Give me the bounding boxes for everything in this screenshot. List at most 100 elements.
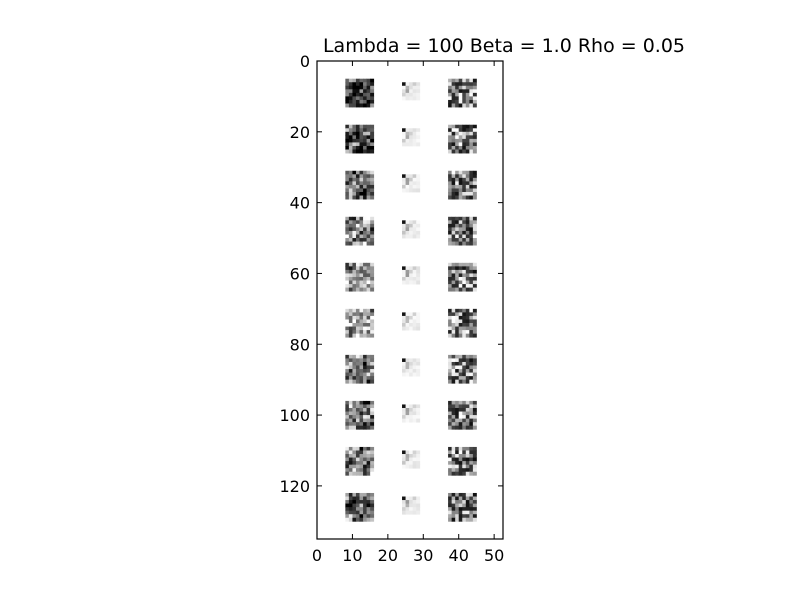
patch-pixel <box>409 454 414 458</box>
patch-pixel <box>469 142 474 147</box>
patch-pixel <box>348 276 353 281</box>
patch-pixel <box>405 227 410 232</box>
patch-pixel <box>455 457 460 462</box>
patch-pixel <box>366 273 371 278</box>
patch-pixel <box>412 500 417 504</box>
patch-pixel <box>458 461 463 466</box>
patch-pixel <box>402 227 406 232</box>
patch-pixel <box>458 177 463 182</box>
patch-pixel <box>465 369 470 373</box>
patch-pixel <box>448 517 453 522</box>
patch-pixel <box>366 415 371 420</box>
patch-pixel <box>465 376 470 381</box>
patch-pixel <box>455 131 460 136</box>
patch-pixel <box>469 312 474 317</box>
patch-pixel <box>363 514 367 519</box>
patch-pixel <box>355 400 360 405</box>
patch-pixel <box>472 241 477 246</box>
patch-pixel <box>416 404 421 409</box>
patch-pixel <box>402 135 406 140</box>
patch-pixel <box>352 354 357 359</box>
patch-pixel <box>359 471 364 476</box>
patch-pixel <box>412 184 417 189</box>
patch-pixel <box>405 138 410 143</box>
patch-pixel <box>345 446 350 451</box>
patch-pixel <box>465 174 470 179</box>
patch-pixel <box>402 223 406 228</box>
patch-pixel <box>363 230 367 235</box>
patch-pixel <box>462 425 467 430</box>
patch-pixel <box>370 223 375 228</box>
patch-pixel <box>363 241 367 246</box>
patch-pixel <box>412 312 417 317</box>
patch-pixel <box>359 138 364 143</box>
patch-pixel <box>472 266 477 271</box>
patch-pixel <box>451 446 456 451</box>
patch-pixel <box>402 312 406 317</box>
patch-pixel <box>366 464 371 469</box>
patch-pixel <box>455 404 460 409</box>
patch-pixel <box>469 128 474 133</box>
patch-pixel <box>405 503 410 508</box>
patch-pixel <box>451 103 456 108</box>
patch-pixel <box>366 461 371 466</box>
patch-pixel <box>359 514 364 519</box>
patch-pixel <box>352 492 357 497</box>
patch-pixel <box>370 308 375 313</box>
patch-pixel <box>348 99 353 104</box>
patch-pixel <box>472 103 477 108</box>
patch-pixel <box>451 471 456 476</box>
patch-pixel <box>472 404 477 409</box>
patch-pixel <box>465 177 470 182</box>
patch-pixel <box>416 227 421 232</box>
patch-pixel <box>355 323 360 327</box>
patch-pixel <box>462 492 467 497</box>
patch-pixel <box>472 330 477 335</box>
patch-pixel <box>458 446 463 451</box>
patch-pixel <box>416 326 421 331</box>
patch-pixel <box>366 280 371 285</box>
patch-pixel <box>458 135 463 140</box>
patch-pixel <box>352 142 357 147</box>
patch-pixel <box>465 457 470 462</box>
patch-pixel <box>345 135 350 140</box>
patch-pixel <box>348 85 353 90</box>
patch-pixel <box>359 450 364 455</box>
patch-pixel <box>448 145 453 150</box>
patch-pixel <box>370 177 375 182</box>
patch-pixel <box>455 241 460 246</box>
patch-pixel <box>462 404 467 409</box>
patch-pixel <box>458 354 463 359</box>
patch-pixel <box>345 103 350 108</box>
patch-pixel <box>355 326 360 331</box>
patch-pixel <box>455 78 460 83</box>
patch-pixel <box>348 358 353 363</box>
patch-pixel <box>455 138 460 143</box>
patch-pixel <box>402 369 406 373</box>
patch-middle <box>402 82 421 101</box>
patch-pixel <box>355 315 360 320</box>
patch-pixel <box>451 192 456 196</box>
patch-pixel <box>465 464 470 469</box>
patch-pixel <box>352 273 357 278</box>
patch-pixel <box>355 358 360 363</box>
patch-pixel <box>469 507 474 512</box>
patch-pixel <box>469 174 474 179</box>
patch-pixel <box>370 358 375 363</box>
patch-pixel <box>370 503 375 508</box>
patch-pixel <box>355 287 360 292</box>
patch-pixel <box>402 510 406 515</box>
patch-pixel <box>405 404 410 409</box>
patch-pixel <box>405 223 410 228</box>
patch-pixel <box>370 142 375 147</box>
patch-pixel <box>352 411 357 416</box>
patch-pixel <box>366 471 371 476</box>
patch-pixel <box>451 99 456 104</box>
patch-pixel <box>455 234 460 239</box>
patch-pixel <box>455 124 460 129</box>
patch-pixel <box>409 404 414 409</box>
patch-pixel <box>416 276 421 281</box>
patch-pixel <box>345 454 350 458</box>
patch-pixel <box>469 223 474 228</box>
patch-middle <box>402 128 421 147</box>
